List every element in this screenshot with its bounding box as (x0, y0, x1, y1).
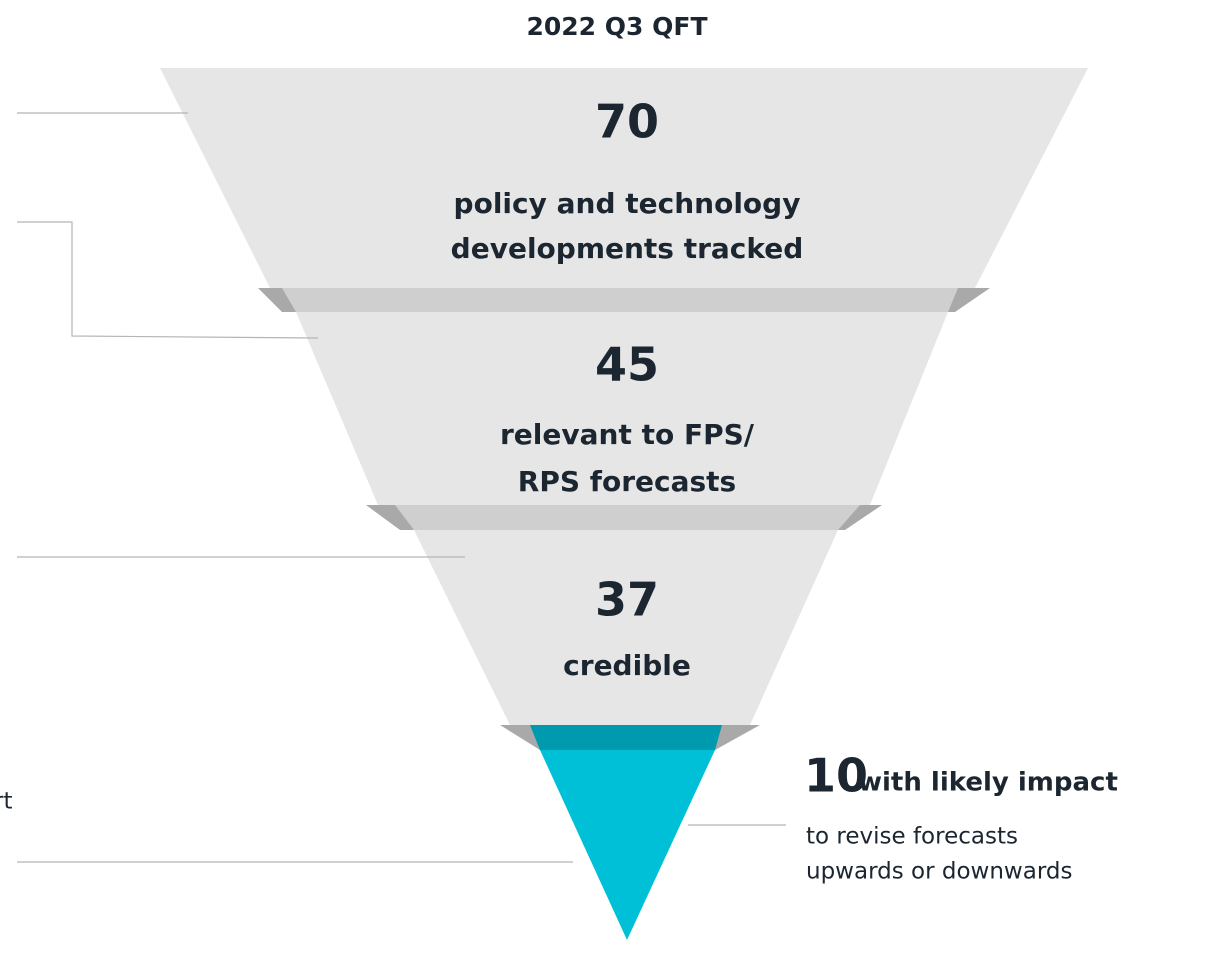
stage-strip (395, 505, 860, 530)
final-headline: with likely impact (858, 768, 1118, 798)
stage-number: 37 (595, 573, 659, 627)
stage-strip (282, 288, 958, 312)
final-label: to revise forecasts (806, 824, 1018, 850)
stage-strip (530, 725, 722, 750)
stage-number: 45 (595, 338, 659, 392)
stage-shape (160, 68, 1088, 288)
connector-line (17, 221, 319, 339)
cropped-text: rt (0, 789, 12, 815)
final-number: 10 (804, 749, 868, 803)
final-label: upwards or downwards (806, 859, 1072, 885)
stage-label: policy and technology (454, 187, 801, 220)
stage-label: credible (563, 649, 691, 682)
stage-label: developments tracked (451, 232, 804, 265)
stage-number: 70 (595, 95, 659, 149)
stage-shape (414, 530, 838, 725)
stage-label: RPS forecasts (518, 465, 736, 498)
final-stage-shape (540, 750, 715, 940)
title: 2022 Q3 QFT (526, 12, 707, 41)
stage-shape (296, 312, 948, 505)
stage-label: relevant to FPS/ (500, 418, 755, 451)
